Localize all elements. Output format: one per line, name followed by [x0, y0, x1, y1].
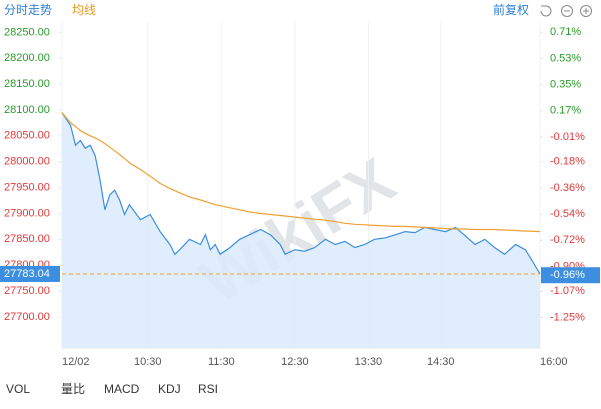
y-tick-label: 28150.00 [4, 78, 50, 90]
y2-tick-label: -0.36% [550, 182, 585, 194]
y2-tick-label: 0.53% [550, 52, 581, 64]
y-tick-label: 28050.00 [4, 130, 50, 142]
y2-tick-label: -1.07% [550, 285, 585, 297]
y2-tick-label: -0.54% [550, 208, 585, 220]
x-tick-label: 14:30 [427, 356, 455, 368]
y-tick-label: 28200.00 [4, 52, 50, 64]
y-tick-label: 28250.00 [4, 26, 50, 38]
area [62, 112, 540, 348]
y2-tick-label: 0.71% [550, 26, 581, 38]
y2-tick-label: -0.18% [550, 156, 585, 168]
y2-tick-label: 0.35% [550, 78, 581, 90]
x-tick-label: 13:30 [355, 356, 383, 368]
last-change-box [541, 267, 600, 284]
tab-average[interactable]: 均线 [72, 3, 96, 17]
y2-tick-label: -0.01% [550, 131, 585, 143]
last-change-label: -0.96% [550, 269, 585, 281]
indicator-tab[interactable]: 量比 [61, 382, 85, 396]
toolbar-icons [540, 5, 592, 17]
x-tick-label: 10:30 [134, 356, 162, 368]
y-tick-label: 27750.00 [4, 285, 50, 297]
average-line [61, 112, 541, 233]
y-tick-label: 27950.00 [4, 181, 50, 193]
y2-tick-label: 0.17% [550, 105, 581, 117]
tab-intraday[interactable]: 分时走势 [4, 3, 52, 17]
y-tick-label: 27700.00 [4, 311, 50, 323]
y-tick-label: 28000.00 [4, 156, 50, 168]
last-price-box [0, 265, 60, 282]
y2-tick-label: -0.72% [550, 234, 585, 246]
zoom-out-icon[interactable] [561, 5, 573, 17]
last-price-label: 27783.04 [4, 268, 50, 280]
x-tick-label: 12/02 [62, 356, 90, 368]
y-tick-label: 28100.00 [4, 104, 50, 116]
x-tick-label: 12:30 [281, 356, 309, 368]
indicator-tab[interactable]: MACD [104, 382, 140, 396]
indicator-tab[interactable]: KDJ [158, 382, 181, 396]
reset-icon[interactable] [540, 5, 552, 17]
adjust-button[interactable]: 前复权 [493, 2, 529, 17]
x-tick-label: 11:30 [208, 356, 235, 368]
price-line [61, 112, 541, 275]
x-tick-label: 16:00 [540, 356, 568, 368]
zoom-in-icon[interactable] [580, 5, 592, 17]
y-tick-label: 27850.00 [4, 233, 50, 245]
y-tick-label: 27900.00 [4, 207, 50, 219]
y2-tick-label: -1.25% [550, 311, 585, 323]
indicator-tab[interactable]: RSI [198, 382, 218, 396]
indicator-tab[interactable]: VOL [6, 382, 30, 396]
